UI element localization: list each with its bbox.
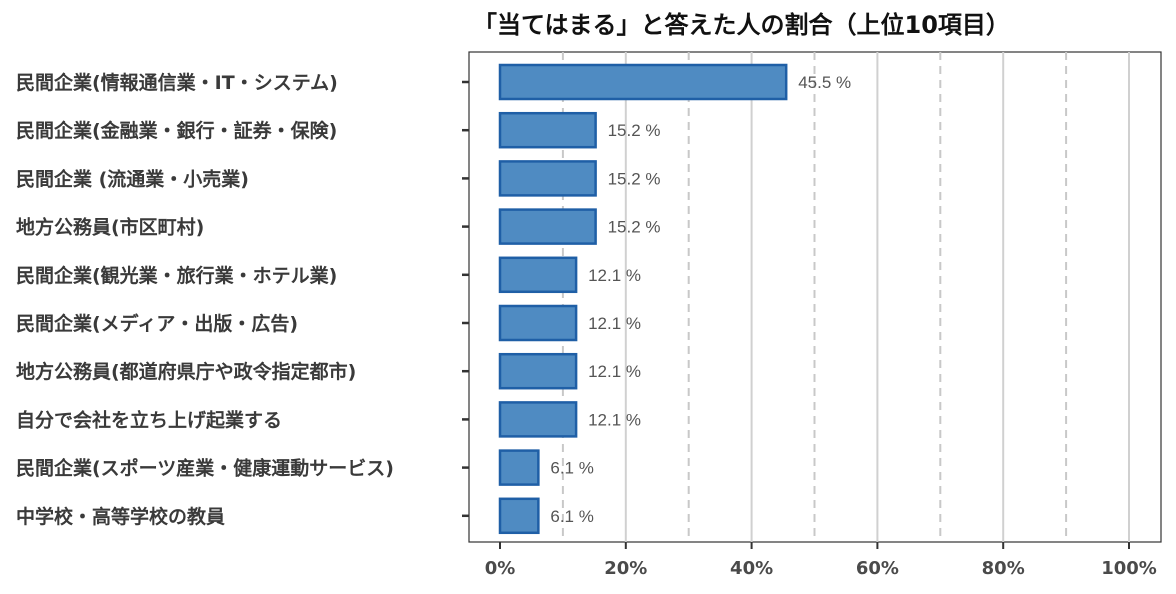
category-label: 民間企業 (流通業・小売業): [16, 167, 249, 190]
category-label: 民間企業(観光業・旅行業・ホテル業): [16, 264, 337, 287]
data-label: 12.1 %: [588, 362, 641, 381]
category-label: 民間企業(スポーツ産業・健康運動サービス): [16, 457, 394, 480]
x-tick-label: 40%: [730, 558, 773, 579]
data-label: 6.1 %: [550, 507, 593, 526]
bar: [498, 352, 578, 390]
bar: [498, 401, 578, 438]
bar: [498, 497, 540, 535]
bar: [498, 256, 578, 294]
bar: [498, 304, 578, 342]
bar: [498, 111, 597, 149]
data-label: 15.2 %: [608, 121, 661, 140]
data-label: 15.2 %: [608, 169, 661, 188]
category-label: 中学校・高等学校の教員: [16, 505, 225, 528]
data-label: 6.1 %: [550, 459, 593, 478]
bar: [498, 160, 597, 197]
category-labels: 民間企業(情報通信業・IT・システム) 民間企業(金融業・銀行・証券・保険) 民間企…: [16, 71, 469, 528]
bar: [498, 208, 597, 245]
category-label: 民間企業(メディア・出版・広告): [16, 312, 298, 335]
x-tick-label: 60%: [856, 558, 899, 579]
data-label: 45.5 %: [798, 73, 851, 92]
x-tick-label: 0%: [485, 558, 516, 579]
bars: [498, 63, 788, 535]
x-tick-label: 80%: [982, 558, 1025, 579]
category-label: 地方公務員(都道府県庁や政令指定都市): [16, 360, 356, 383]
data-label: 15.2 %: [608, 218, 661, 237]
chart-title: 「当てはまる」と答えた人の割合（上位10項目）: [473, 11, 1010, 39]
x-tick-label: 20%: [604, 558, 647, 579]
data-label: 12.1 %: [588, 314, 641, 333]
x-tick-label: 100%: [1101, 558, 1157, 579]
category-label: 民間企業(情報通信業・IT・システム): [16, 71, 338, 94]
grid-lines: [561, 52, 1130, 542]
category-label: 地方公務員(市区町村): [16, 216, 204, 239]
data-label: 12.1 %: [588, 410, 641, 429]
data-label: 12.1 %: [588, 266, 641, 285]
x-axis: 0% 20% 40% 60% 80% 100%: [485, 542, 1157, 579]
bar: [498, 63, 788, 101]
bar: [498, 449, 540, 486]
value-labels: 45.5 % 15.2 % 15.2 % 15.2 % 12.1 % 12.1 % 12.1…: [550, 73, 851, 526]
category-label: 自分で会社を立ち上げ起業する: [16, 408, 282, 431]
category-label: 民間企業(金融業・銀行・証券・保険): [16, 119, 337, 142]
